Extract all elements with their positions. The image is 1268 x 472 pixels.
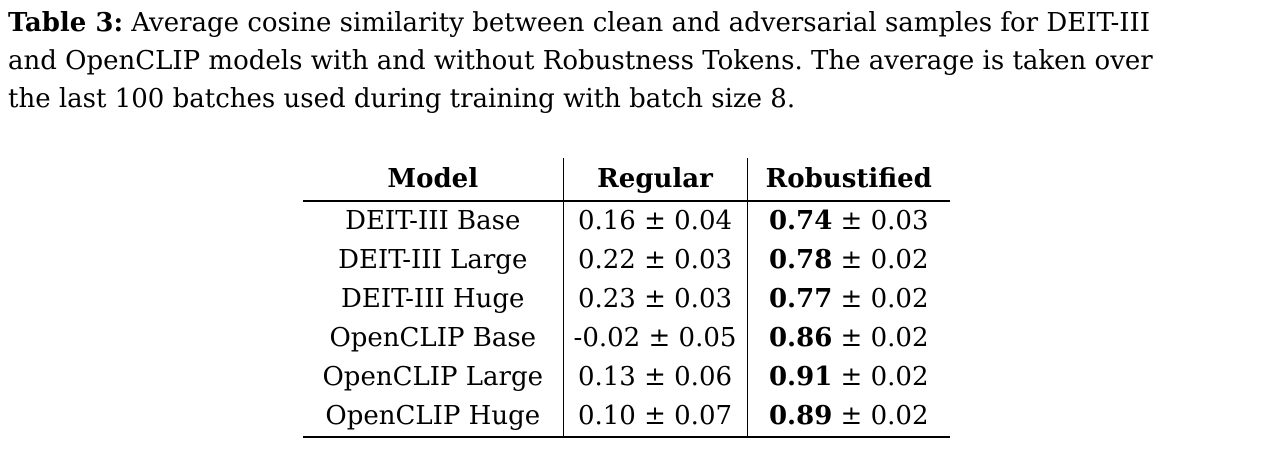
regular-value-cell: 0.22 ± 0.03 (562, 241, 747, 280)
table-row: DEIT-III Large 0.22 ± 0.03 0.78 ± 0.02 (303, 241, 950, 280)
robustified-mean: 0.86 (768, 323, 833, 353)
caption-line-1: Table 3: Average cosine similarity betwe… (8, 4, 1153, 42)
regular-value-cell: 0.10 ± 0.07 (562, 397, 747, 438)
robustified-std: ± 0.02 (832, 284, 929, 314)
caption-line-3: the last 100 batches used during trainin… (8, 84, 796, 114)
regular-value-cell: 0.13 ± 0.06 (562, 358, 747, 397)
table-row: OpenCLIP Huge 0.10 ± 0.07 0.89 ± 0.02 (303, 397, 950, 438)
results-table: Model Regular Robustified DEIT-III Base … (303, 158, 950, 438)
robustified-value-cell: 0.78 ± 0.02 (746, 241, 950, 280)
robustified-mean: 0.78 (768, 245, 833, 275)
table-caption: Table 3: Average cosine similarity betwe… (8, 4, 1153, 118)
model-name-cell: DEIT-III Large (338, 245, 528, 275)
regular-value-cell: -0.02 ± 0.05 (562, 319, 747, 358)
robustified-std: ± 0.02 (832, 362, 929, 392)
table-row: OpenCLIP Large 0.13 ± 0.06 0.91 ± 0.02 (303, 358, 950, 397)
robustified-std: ± 0.02 (832, 401, 929, 431)
header-row: Model Regular Robustified (303, 158, 950, 202)
model-name-cell: DEIT-III Base (345, 206, 521, 236)
results-table-container: Model Regular Robustified DEIT-III Base … (303, 158, 950, 438)
robustified-std: ± 0.02 (832, 323, 929, 353)
col-header-model: Model (303, 158, 563, 202)
table-row: DEIT-III Base 0.16 ± 0.04 0.74 ± 0.03 (303, 201, 950, 241)
model-name-cell: OpenCLIP Large (322, 362, 543, 392)
robustified-std: ± 0.03 (832, 206, 929, 236)
table-row: OpenCLIP Base -0.02 ± 0.05 0.86 ± 0.02 (303, 319, 950, 358)
robustified-value-cell: 0.86 ± 0.02 (746, 319, 950, 358)
robustified-mean: 0.77 (768, 284, 833, 314)
regular-value-cell: 0.23 ± 0.03 (562, 280, 747, 319)
robustified-mean: 0.74 (768, 206, 833, 236)
regular-value-cell: 0.16 ± 0.04 (562, 201, 747, 241)
robustified-mean: 0.89 (768, 401, 833, 431)
model-name-cell: OpenCLIP Base (329, 323, 537, 353)
robustified-value-cell: 0.74 ± 0.03 (746, 201, 950, 241)
caption-line-2: and OpenCLIP models with and without Rob… (8, 46, 1153, 76)
model-name-cell: DEIT-III Huge (341, 284, 525, 314)
caption-line-1-text: Average cosine similarity between clean … (123, 8, 1151, 38)
robustified-std: ± 0.02 (832, 245, 929, 275)
robustified-value-cell: 0.91 ± 0.02 (746, 358, 950, 397)
model-name-cell: OpenCLIP Huge (303, 397, 563, 438)
robustified-mean: 0.91 (768, 362, 833, 392)
robustified-value-cell: 0.89 ± 0.02 (746, 397, 950, 438)
col-header-regular: Regular (562, 158, 747, 202)
caption-label: Table 3: (8, 8, 124, 38)
robustified-value-cell: 0.77 ± 0.02 (746, 280, 950, 319)
col-header-robustified: Robustified (746, 158, 950, 202)
table-row: DEIT-III Huge 0.23 ± 0.03 0.77 ± 0.02 (303, 280, 950, 319)
